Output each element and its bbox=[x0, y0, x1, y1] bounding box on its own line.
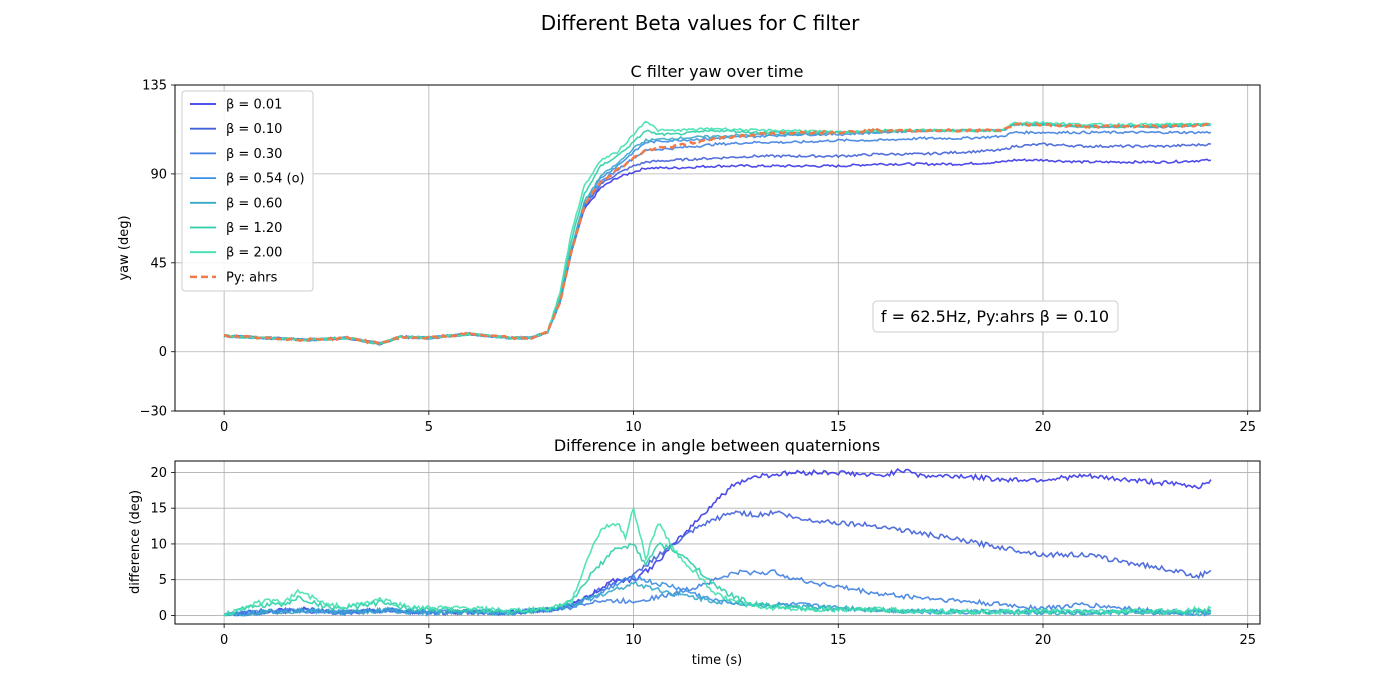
diff-xtick-label: 0 bbox=[220, 633, 228, 648]
yaw-plot-ticks: 0 5 10 15 20 25 −30 0 45 90 135 bbox=[140, 79, 1256, 436]
yaw-xtick-label: 25 bbox=[1239, 420, 1256, 435]
diff-ytick-label: 10 bbox=[150, 537, 167, 552]
diff-ytick-label: 15 bbox=[150, 502, 167, 517]
difference-plot-lines bbox=[223, 467, 1212, 617]
yaw-xtick-label: 15 bbox=[830, 420, 847, 435]
yaw-xtick-label: 0 bbox=[220, 420, 228, 435]
legend-frame bbox=[181, 90, 314, 292]
legend-label: β = 0.10 bbox=[226, 122, 282, 137]
difference-plot: Difference in angle between quaternions … bbox=[128, 436, 1261, 668]
yaw-ytick-label: 90 bbox=[150, 167, 167, 182]
legend: β = 0.01 β = 0.10 β = 0.30 β = 0.54 (o) β = … bbox=[181, 90, 314, 292]
yaw-xtick-label: 20 bbox=[1035, 420, 1052, 435]
figure-title: Different Beta values for C filter bbox=[541, 11, 860, 35]
yaw-series-7 bbox=[223, 122, 1211, 346]
diff-xtick-label: 5 bbox=[425, 633, 433, 648]
yaw-plot-ylabel: yaw (deg) bbox=[117, 215, 132, 280]
diff-ytick-label: 20 bbox=[150, 466, 167, 481]
yaw-plot-title: C filter yaw over time bbox=[631, 62, 804, 81]
annotation-box: f = 62.5Hz, Py:ahrs β = 0.10 bbox=[872, 300, 1119, 333]
yaw-ytick-label: 135 bbox=[142, 79, 167, 94]
diff-ytick-label: 5 bbox=[159, 573, 167, 588]
diff-series-6 bbox=[223, 505, 1212, 617]
legend-label: β = 0.30 bbox=[226, 147, 282, 162]
difference-plot-ticks: 0 5 10 15 20 25 0 5 10 15 20 bbox=[150, 466, 1256, 648]
legend-label: β = 0.01 bbox=[226, 98, 282, 113]
legend-label: β = 0.54 (o) bbox=[226, 172, 305, 187]
annotation-frame bbox=[872, 300, 1119, 333]
diff-xtick-label: 25 bbox=[1239, 633, 1256, 648]
difference-plot-title: Difference in angle between quaternions bbox=[554, 436, 880, 455]
legend-label: Py: ahrs bbox=[226, 270, 278, 285]
legend-label: β = 0.60 bbox=[226, 196, 282, 211]
diff-xtick-label: 20 bbox=[1035, 633, 1052, 648]
yaw-plot-frame bbox=[174, 84, 1261, 412]
yaw-xtick-label: 10 bbox=[625, 420, 642, 435]
yaw-ytick-label: −30 bbox=[140, 405, 167, 420]
diff-series-5 bbox=[223, 541, 1212, 617]
difference-plot-frame bbox=[174, 460, 1261, 625]
yaw-xtick-label: 5 bbox=[425, 420, 433, 435]
difference-plot-xlabel: time (s) bbox=[692, 653, 742, 668]
legend-label: β = 2.00 bbox=[226, 246, 282, 261]
legend-label: β = 1.20 bbox=[226, 221, 282, 236]
yaw-plot: C filter yaw over time yaw (deg) 0 5 10 15 2… bbox=[117, 62, 1261, 436]
difference-plot-ylabel: difference (deg) bbox=[128, 490, 143, 594]
yaw-ytick-label: 45 bbox=[150, 256, 167, 271]
diff-series-4 bbox=[223, 579, 1211, 617]
yaw-plot-lines bbox=[223, 120, 1212, 346]
diff-xtick-label: 10 bbox=[625, 633, 642, 648]
diff-ytick-label: 0 bbox=[159, 609, 167, 624]
diff-xtick-label: 15 bbox=[830, 633, 847, 648]
yaw-ytick-label: 0 bbox=[159, 345, 167, 360]
annotation-text: f = 62.5Hz, Py:ahrs β = 0.10 bbox=[881, 307, 1109, 326]
